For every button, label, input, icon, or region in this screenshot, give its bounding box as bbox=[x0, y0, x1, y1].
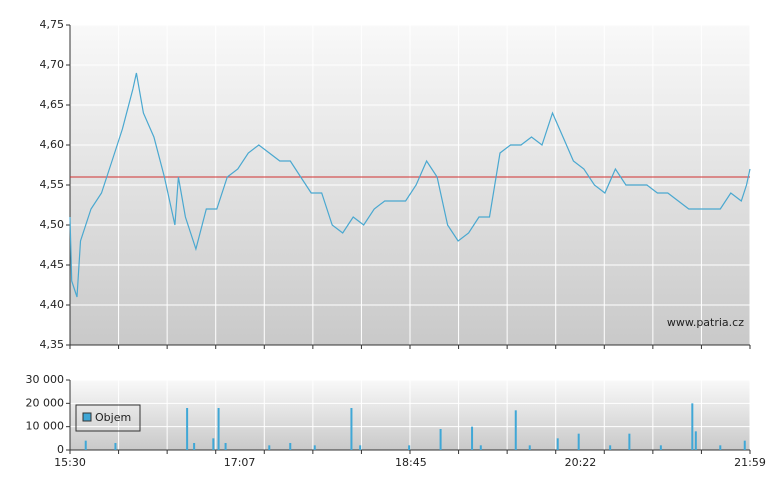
volume-bar bbox=[659, 445, 662, 450]
y-tick-label: 4,75 bbox=[40, 18, 65, 31]
x-tick-label: 21:59 bbox=[734, 456, 766, 469]
volume-bar bbox=[719, 445, 722, 450]
y-tick-label: 4,45 bbox=[40, 258, 65, 271]
volume-bar bbox=[439, 429, 442, 450]
y-tick-label: 4,70 bbox=[40, 58, 65, 71]
legend-swatch bbox=[82, 412, 92, 422]
volume-bar bbox=[577, 433, 580, 450]
y-tick-label: 4,50 bbox=[40, 218, 65, 231]
volume-bar bbox=[628, 433, 631, 450]
y-tick-label: 10 000 bbox=[26, 420, 65, 433]
volume-bar bbox=[212, 438, 215, 450]
x-tick-label: 18:45 bbox=[395, 456, 427, 469]
volume-bar bbox=[217, 408, 220, 450]
volume-bar bbox=[114, 443, 117, 450]
x-tick-label: 15:30 bbox=[54, 456, 86, 469]
legend-box bbox=[75, 404, 141, 432]
volume-bar bbox=[84, 440, 87, 450]
x-tick-label: 17:07 bbox=[224, 456, 256, 469]
volume-bar bbox=[514, 410, 517, 450]
volume-bar bbox=[528, 445, 531, 450]
price-line bbox=[69, 72, 751, 298]
y-tick-label: 4,65 bbox=[40, 98, 65, 111]
volume-bar bbox=[193, 443, 196, 450]
volume-bar bbox=[350, 408, 353, 450]
y-tick-label: 4,40 bbox=[40, 298, 65, 311]
volume-bar bbox=[471, 426, 474, 450]
volume-bar bbox=[186, 408, 189, 450]
volume-bar bbox=[694, 431, 697, 450]
volume-bar bbox=[408, 445, 411, 450]
y-tick-label: 30 000 bbox=[26, 373, 65, 386]
volume-bar bbox=[359, 445, 362, 450]
volume-bar bbox=[224, 443, 227, 450]
legend-label: Objem bbox=[95, 411, 131, 424]
volume-bar bbox=[479, 445, 482, 450]
volume-bar bbox=[556, 438, 559, 450]
y-tick-label: 4,35 bbox=[40, 338, 65, 351]
volume-bar bbox=[691, 403, 694, 450]
x-tick-label: 20:22 bbox=[565, 456, 597, 469]
y-tick-label: 20 000 bbox=[26, 396, 65, 409]
y-tick-label: 4,60 bbox=[40, 138, 65, 151]
watermark: www.patria.cz bbox=[667, 316, 744, 329]
volume-bar bbox=[609, 445, 612, 450]
y-tick-label: 4,55 bbox=[40, 178, 65, 191]
volume-bar bbox=[743, 440, 746, 450]
volume-bar bbox=[268, 445, 271, 450]
volume-bar bbox=[289, 443, 292, 450]
y-tick-label: 0 bbox=[57, 443, 64, 456]
volume-bar bbox=[313, 445, 316, 450]
